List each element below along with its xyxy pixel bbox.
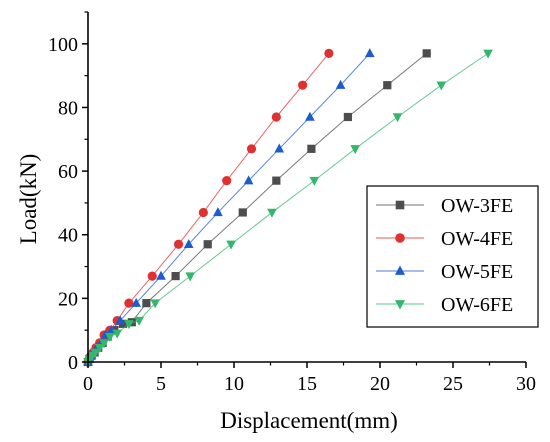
data-point bbox=[124, 320, 134, 330]
data-point bbox=[422, 49, 431, 58]
data-point bbox=[213, 207, 223, 217]
data-point bbox=[298, 80, 308, 90]
y-axis-title: Load(kN) bbox=[16, 154, 41, 245]
data-point bbox=[94, 343, 105, 353]
data-point bbox=[350, 145, 361, 155]
data-point bbox=[183, 238, 194, 248]
legend-label: OW-4FE bbox=[441, 228, 513, 250]
data-point bbox=[185, 272, 196, 282]
data-point bbox=[335, 79, 346, 89]
data-point bbox=[324, 48, 334, 58]
data-point bbox=[238, 208, 247, 217]
data-point bbox=[131, 297, 142, 307]
data-point bbox=[105, 332, 115, 342]
data-point bbox=[271, 112, 281, 122]
data-point bbox=[364, 48, 375, 58]
x-tick-label: 15 bbox=[297, 373, 317, 395]
data-point bbox=[483, 49, 493, 59]
data-point bbox=[272, 176, 281, 185]
data-point bbox=[134, 316, 144, 326]
legend-marker bbox=[395, 233, 405, 243]
data-point bbox=[203, 240, 212, 249]
legend-item: OW-5FE bbox=[376, 261, 513, 283]
data-point bbox=[243, 175, 254, 185]
y-tick-label: 60 bbox=[58, 161, 78, 183]
data-point bbox=[305, 111, 315, 121]
series-ow-6fe bbox=[83, 49, 493, 368]
data-point bbox=[309, 176, 320, 186]
data-point bbox=[173, 239, 184, 249]
legend-marker bbox=[395, 200, 405, 210]
x-tick-label: 0 bbox=[83, 373, 93, 395]
legend: OW-3FE OW-4FE OW-5FE OW-6FE bbox=[366, 185, 539, 328]
series-ow-5fe bbox=[83, 48, 375, 366]
legend-item: OW-3FE bbox=[376, 195, 513, 217]
legend-label: OW-6FE bbox=[441, 294, 513, 316]
data-point bbox=[99, 339, 109, 349]
ticks: 0 5 10 15 20 25 30 0 20 40 60 80 100 bbox=[48, 11, 536, 395]
data-point bbox=[198, 207, 208, 218]
data-point bbox=[90, 348, 101, 358]
data-point bbox=[171, 271, 180, 281]
y-tick-label: 40 bbox=[58, 225, 78, 247]
x-tick-label: 5 bbox=[156, 373, 166, 395]
data-point bbox=[343, 112, 352, 122]
plot-marks bbox=[83, 48, 493, 368]
data-point bbox=[226, 240, 236, 250]
data-point bbox=[274, 143, 285, 153]
data-point bbox=[142, 299, 151, 308]
data-point bbox=[307, 144, 316, 153]
series-line bbox=[87, 53, 371, 363]
x-tick-label: 30 bbox=[516, 373, 536, 395]
data-point bbox=[115, 315, 125, 325]
data-point bbox=[222, 176, 232, 186]
legend-marker bbox=[394, 265, 406, 275]
legend-marker bbox=[394, 300, 406, 310]
x-tick-label: 10 bbox=[224, 373, 244, 395]
x-tick-label: 25 bbox=[443, 373, 463, 395]
legend-label: OW-5FE bbox=[441, 261, 513, 283]
data-point bbox=[124, 298, 134, 308]
y-tick-label: 80 bbox=[58, 97, 78, 119]
data-point bbox=[147, 271, 157, 281]
data-point bbox=[267, 208, 277, 218]
data-point bbox=[392, 113, 403, 123]
data-point bbox=[436, 81, 447, 91]
x-axis-title: Displacement(mm) bbox=[220, 408, 398, 433]
y-tick-label: 0 bbox=[68, 352, 78, 374]
legend-label: OW-3FE bbox=[441, 195, 513, 217]
legend-item: OW-6FE bbox=[376, 294, 513, 316]
y-tick-label: 100 bbox=[48, 34, 78, 56]
x-tick-label: 20 bbox=[370, 373, 390, 395]
data-point bbox=[156, 270, 166, 280]
data-point bbox=[150, 299, 160, 309]
y-tick-label: 20 bbox=[58, 288, 78, 310]
data-point bbox=[383, 81, 392, 90]
data-point bbox=[246, 144, 257, 154]
data-point bbox=[112, 329, 123, 339]
legend-item: OW-4FE bbox=[376, 228, 513, 250]
